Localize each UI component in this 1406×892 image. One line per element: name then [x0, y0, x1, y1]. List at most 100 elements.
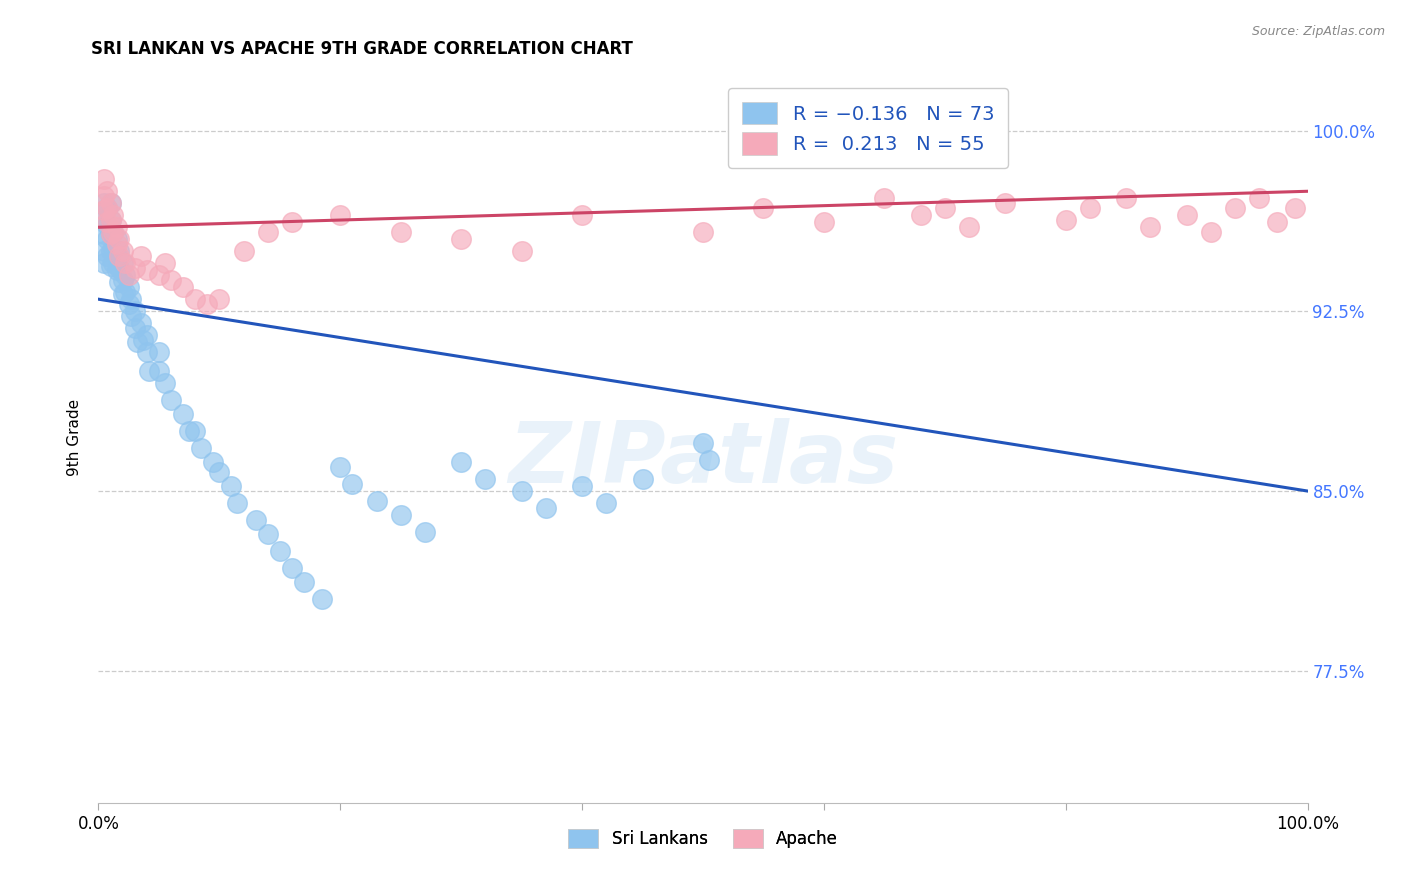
Point — [292, 575, 315, 590]
Point — [93, 244, 115, 259]
Point — [389, 508, 412, 522]
Point — [108, 232, 131, 246]
Point — [184, 292, 207, 306]
Point — [160, 392, 183, 407]
Point — [114, 268, 136, 283]
Point — [100, 196, 122, 211]
Point — [124, 304, 146, 318]
Point — [450, 455, 472, 469]
Legend: Sri Lankans, Apache: Sri Lankans, Apache — [560, 821, 846, 856]
Point — [153, 256, 176, 270]
Point — [994, 196, 1017, 211]
Point — [1284, 201, 1306, 215]
Point — [118, 297, 141, 311]
Point — [132, 333, 155, 347]
Point — [245, 513, 267, 527]
Point — [93, 189, 115, 203]
Point — [692, 436, 714, 450]
Point — [93, 213, 115, 227]
Point — [96, 201, 118, 215]
Point — [100, 213, 122, 227]
Point — [100, 213, 122, 227]
Text: SRI LANKAN VS APACHE 9TH GRADE CORRELATION CHART: SRI LANKAN VS APACHE 9TH GRADE CORRELATI… — [91, 40, 633, 58]
Point — [101, 225, 124, 239]
Point — [179, 424, 201, 438]
Point — [93, 256, 115, 270]
Point — [105, 237, 128, 252]
Point — [111, 256, 134, 270]
Point — [172, 407, 194, 421]
Point — [96, 249, 118, 263]
Point — [111, 287, 134, 301]
Point — [108, 276, 131, 290]
Point — [571, 208, 593, 222]
Point — [148, 345, 170, 359]
Point — [474, 472, 496, 486]
Point — [256, 527, 278, 541]
Point — [208, 465, 231, 479]
Point — [269, 544, 291, 558]
Point — [101, 256, 124, 270]
Point — [124, 321, 146, 335]
Point — [114, 285, 136, 299]
Point — [108, 260, 131, 275]
Point — [135, 328, 157, 343]
Point — [120, 309, 142, 323]
Point — [957, 220, 980, 235]
Point — [697, 453, 720, 467]
Point — [208, 292, 231, 306]
Point — [96, 184, 118, 198]
Point — [1078, 201, 1101, 215]
Point — [571, 479, 593, 493]
Point — [105, 220, 128, 235]
Point — [108, 244, 131, 259]
Point — [190, 441, 212, 455]
Point — [221, 479, 243, 493]
Point — [93, 227, 115, 242]
Point — [127, 335, 149, 350]
Point — [93, 203, 115, 218]
Point — [342, 476, 364, 491]
Point — [101, 208, 124, 222]
Point — [101, 225, 124, 239]
Point — [202, 455, 225, 469]
Point — [129, 316, 152, 330]
Point — [101, 242, 124, 256]
Point — [1054, 213, 1077, 227]
Point — [1267, 215, 1289, 229]
Point — [595, 496, 617, 510]
Point — [752, 201, 775, 215]
Point — [281, 561, 304, 575]
Point — [96, 232, 118, 246]
Text: ZIPatlas: ZIPatlas — [508, 417, 898, 500]
Point — [100, 196, 122, 211]
Point — [96, 215, 118, 229]
Point — [172, 280, 194, 294]
Point — [329, 460, 352, 475]
Point — [692, 225, 714, 239]
Point — [100, 244, 122, 259]
Point — [148, 268, 170, 283]
Point — [934, 201, 956, 215]
Point — [413, 524, 436, 539]
Point — [118, 280, 141, 294]
Point — [100, 227, 122, 242]
Point — [366, 493, 388, 508]
Point — [631, 472, 654, 486]
Point — [105, 249, 128, 263]
Y-axis label: 9th Grade: 9th Grade — [67, 399, 83, 475]
Point — [329, 208, 352, 222]
Point — [1175, 208, 1198, 222]
Point — [1199, 225, 1222, 239]
Point — [873, 191, 896, 205]
Point — [96, 218, 118, 232]
Point — [813, 215, 835, 229]
Point — [111, 273, 134, 287]
Point — [226, 496, 249, 510]
Point — [118, 268, 141, 283]
Point — [389, 225, 412, 239]
Point — [93, 172, 115, 186]
Point — [124, 260, 146, 275]
Point — [160, 273, 183, 287]
Point — [1223, 201, 1246, 215]
